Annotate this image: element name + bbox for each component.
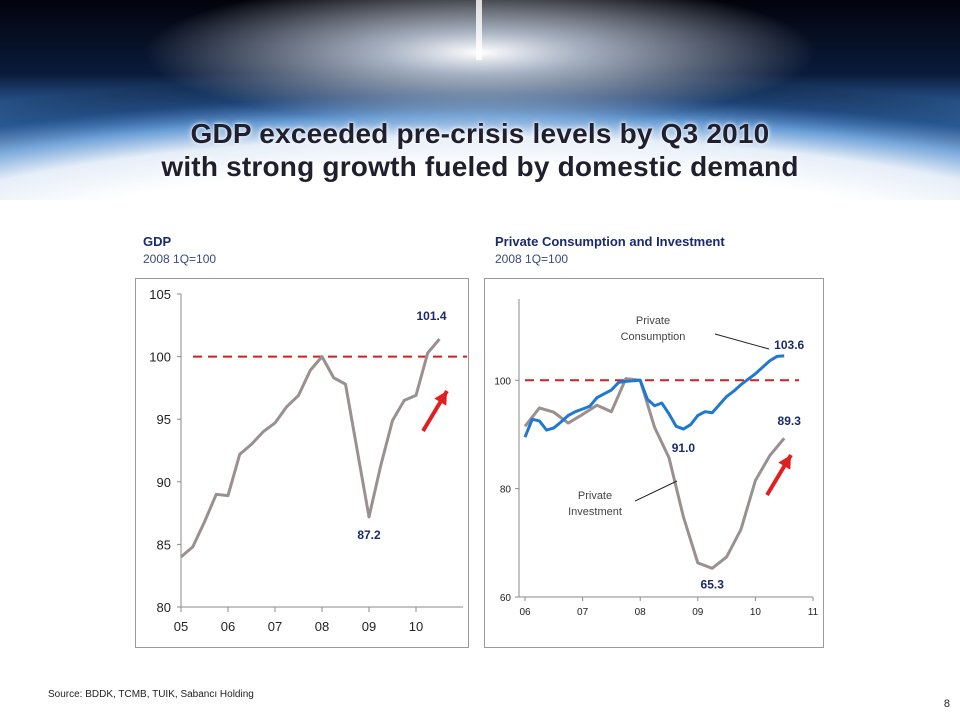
ci-x-tick-label: 11 bbox=[808, 607, 819, 618]
gdp-x-tick-label: 08 bbox=[315, 619, 329, 634]
gdp-annotation-latest: 101.4 bbox=[416, 309, 446, 323]
ci-investment-label-line-1: Private bbox=[578, 490, 612, 502]
ci-consumption-label-line-2: Consumption bbox=[621, 331, 686, 343]
gdp-y-tick-label: 105 bbox=[149, 287, 171, 302]
gdp-x-tick-label: 06 bbox=[221, 619, 235, 634]
ci-investment-leader-line bbox=[634, 480, 678, 502]
ci-x-tick-label: 08 bbox=[635, 607, 647, 618]
consumption-investment-chart: 60 80 100 06 07 08 09 10 11 103.6 89.3 91.0 65.3 Priv… bbox=[494, 299, 819, 618]
ci-annotation-investment-latest: 89.3 bbox=[778, 414, 802, 428]
ci-consumption-label-line-1: Private bbox=[636, 315, 670, 327]
gdp-y-tick-label: 95 bbox=[157, 412, 171, 427]
ci-y-tick-label: 100 bbox=[494, 376, 511, 387]
page-number: 8 bbox=[943, 698, 950, 710]
ci-x-tick-label: 07 bbox=[577, 607, 589, 618]
gdp-x-tick-label: 07 bbox=[268, 619, 282, 634]
consumption-investment-chart-title: Private Consumption and Investment bbox=[495, 234, 725, 249]
gdp-chart-subtitle: 2008 1Q=100 bbox=[143, 252, 217, 266]
gdp-chart-panel: 80 85 90 95 100 105 05 06 07 08 09 10 101.4 87.2 bbox=[135, 278, 469, 648]
ci-x-tick-label: 10 bbox=[750, 607, 762, 618]
ci-y-tick-label: 60 bbox=[500, 593, 512, 604]
ci-annotation-investment-trough: 65.3 bbox=[701, 578, 725, 592]
space-banner-image bbox=[0, 0, 960, 210]
gdp-x-tick-label: 05 bbox=[174, 619, 188, 634]
gdp-annotation-trough: 87.2 bbox=[357, 528, 381, 542]
ci-consumption-leader-line bbox=[714, 333, 770, 350]
gdp-series-line bbox=[180, 338, 441, 559]
ci-growth-arrow-head bbox=[778, 455, 791, 470]
gdp-growth-arrow-head bbox=[434, 391, 447, 406]
ci-annotation-consumption-trough: 91.0 bbox=[672, 441, 696, 455]
ci-investment-label-line-2: Investment bbox=[568, 506, 622, 518]
gdp-chart-title: GDP bbox=[143, 234, 172, 249]
ci-annotation-consumption-latest: 103.6 bbox=[774, 338, 804, 352]
ci-x-tick-label: 06 bbox=[519, 607, 531, 618]
gdp-y-tick-label: 100 bbox=[149, 350, 171, 365]
gdp-y-tick-label: 85 bbox=[157, 537, 171, 552]
consumption-investment-chart-subtitle: 2008 1Q=100 bbox=[495, 252, 569, 266]
source-note: Source: BDDK, TCMB, TUIK, Sabancı Holdin… bbox=[48, 689, 254, 700]
gdp-x-tick-label: 10 bbox=[409, 619, 423, 634]
consumption-investment-chart-panel: 60 80 100 06 07 08 09 10 11 103.6 89.3 91.0 65.3 Priv… bbox=[484, 278, 824, 648]
slide-title-line-1: GDP exceeded pre-crisis levels by Q3 201… bbox=[190, 118, 770, 149]
ci-y-tick-label: 80 bbox=[500, 485, 512, 496]
slide-title-line-2: with strong growth fueled by domestic de… bbox=[161, 151, 799, 182]
gdp-chart: 80 85 90 95 100 105 05 06 07 08 09 10 101.4 87.2 bbox=[149, 287, 467, 634]
ci-x-tick-label: 09 bbox=[692, 607, 704, 618]
gdp-y-tick-label: 80 bbox=[157, 600, 171, 615]
ci-investment-line bbox=[523, 377, 786, 570]
gdp-y-tick-label: 90 bbox=[157, 475, 171, 490]
gdp-x-tick-label: 09 bbox=[362, 619, 376, 634]
ci-consumption-line bbox=[523, 354, 785, 438]
